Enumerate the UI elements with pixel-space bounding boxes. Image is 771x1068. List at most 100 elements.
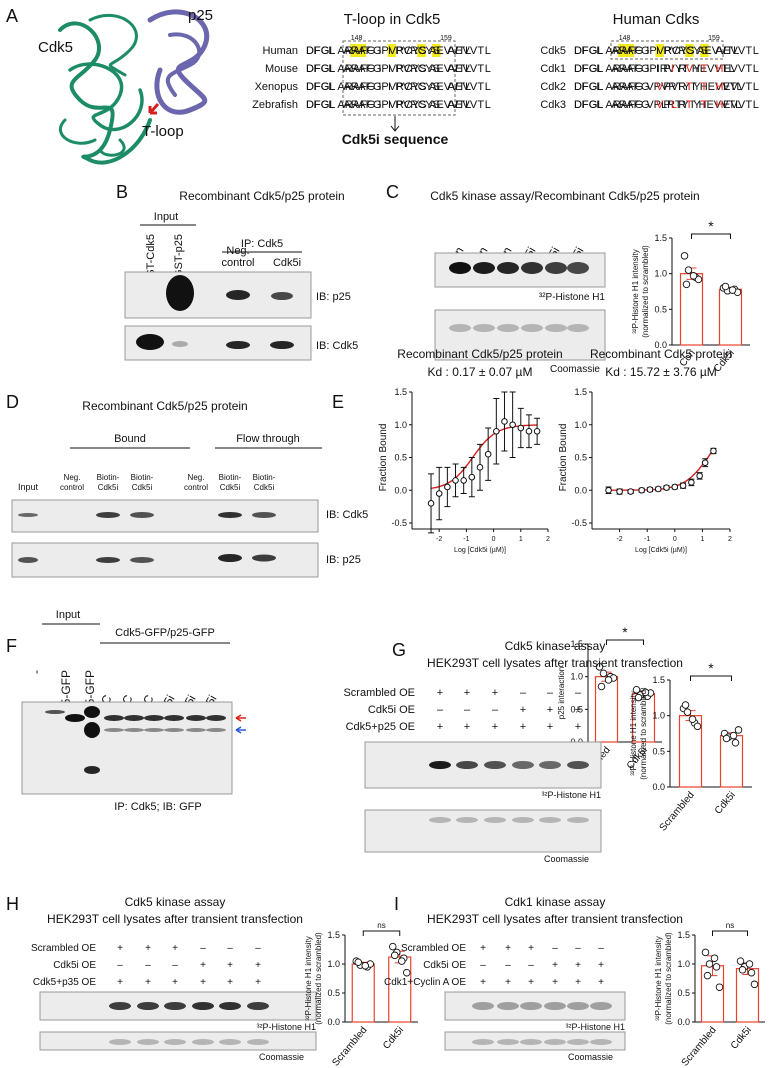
data-point [728, 286, 737, 294]
sequence: DFGL ARAFG IPVRCYS AEVVTLDFGL ARAFG I PVR… [306, 81, 491, 93]
group-label: Bound [114, 433, 146, 445]
lane-label: Biotin- [219, 473, 242, 482]
band [472, 1039, 494, 1045]
data-point [684, 266, 693, 274]
residue-number: 148 [351, 35, 363, 42]
panel-title: Cdk5 kinase assay [125, 895, 226, 909]
y-tick-label: 0.5 [394, 453, 407, 463]
y-tick-label: 1.0 [394, 420, 407, 430]
condition-sign: + [552, 960, 558, 971]
blot-label: IB: Cdk5 [326, 509, 368, 521]
band [567, 1039, 589, 1045]
chart-title: Recombinant Cdk5/p25 protein [397, 347, 562, 361]
y-tick-label: 0.5 [654, 304, 667, 314]
blot-label: ³²P-Histone H1 [565, 1022, 625, 1032]
alignment-name: Cdk2 [540, 81, 566, 93]
panel-title: HEK293T cell lysates after transient tra… [427, 656, 683, 670]
data-point [688, 479, 695, 486]
lane-label: Cdk5i [220, 483, 241, 492]
data-point [605, 486, 612, 494]
lane-label: - [29, 670, 43, 674]
significance-bracket [690, 675, 732, 681]
panel-letter: A [6, 6, 18, 26]
lane-label: Biotin- [131, 473, 154, 482]
condition-sign: + [505, 943, 511, 954]
band [247, 1039, 269, 1045]
alignment-name: Cdk3 [540, 99, 566, 111]
panel-title: Cdk5 kinase assay/Recombinant Cdk5/p25 p… [430, 189, 699, 203]
blot-label: Coomassie [568, 1052, 613, 1062]
condition-sign: + [117, 977, 123, 988]
band [65, 714, 85, 722]
band [497, 1002, 519, 1010]
data-point [722, 734, 731, 743]
band [192, 1002, 214, 1010]
blot [434, 309, 606, 361]
condition-sign: + [255, 960, 261, 971]
condition-sign: – [480, 960, 486, 971]
band [539, 761, 561, 769]
condition-sign: + [575, 977, 581, 988]
condition-sign: + [464, 687, 470, 699]
band [521, 324, 543, 332]
condition-sign: + [480, 977, 486, 988]
band [497, 324, 519, 332]
group-label: IP: Cdk5 [241, 238, 283, 250]
lane-label: control [221, 257, 254, 269]
arrow-head [390, 125, 400, 132]
condition-sign: + [464, 721, 470, 733]
data-point [509, 421, 516, 429]
highlight [618, 44, 627, 57]
sequence: DFGL ARAFG IPVRCYS AEVVTLDFGL ARAFG I PVR… [574, 45, 759, 57]
y-tick-label: 1.5 [327, 930, 340, 940]
lane-label: Cdk5i [273, 257, 301, 269]
band [567, 262, 589, 274]
band [473, 262, 495, 274]
blot-label: IB: p25 [316, 291, 351, 303]
t-loop-arrow [148, 103, 160, 115]
data-point [703, 971, 712, 980]
blot [444, 1031, 626, 1051]
x-tick-label: 2 [728, 536, 732, 543]
x-tick-label: Scrambled [680, 1025, 719, 1068]
band [520, 1039, 542, 1045]
sequence: DFGL ARAFG IPVRCYS AEVVTLDFGL ARAFG I PVR… [306, 99, 491, 111]
group-label: Input [56, 609, 80, 621]
band [247, 1002, 269, 1010]
data-point [468, 473, 476, 481]
data-point [738, 966, 747, 974]
panel-letter: D [6, 392, 19, 412]
blot [364, 809, 602, 853]
condition-sign: + [575, 721, 581, 733]
alignment-name: Zebrafish [252, 99, 298, 111]
condition-label: Scrambled OE [343, 687, 415, 699]
band [206, 715, 226, 721]
y-tick-label: 0.5 [327, 988, 340, 998]
band [484, 817, 506, 823]
kd-label: Kd : 15.72 ± 3.76 µM [605, 365, 717, 379]
protein-label: T-loop [142, 123, 184, 140]
y-tick-label: 0.5 [652, 746, 665, 756]
red-arrow [235, 714, 246, 722]
data-point [693, 722, 702, 731]
data-point [679, 482, 687, 489]
data-point [476, 464, 484, 471]
band [567, 1002, 589, 1010]
blot-label: ³²P-Histone H1 [541, 790, 601, 800]
y-axis-label: (normalized to scrambled) [639, 687, 648, 780]
band [590, 1002, 612, 1010]
band [539, 817, 561, 823]
y-axis-label: (normalized to scrambled) [641, 245, 650, 338]
highlight [700, 44, 709, 57]
condition-sign: – [200, 943, 206, 954]
y-tick-label: 1.5 [570, 639, 583, 649]
band [84, 766, 100, 774]
data-point [595, 663, 604, 671]
lane-label: Cdk5i [254, 483, 275, 492]
condition-sign: + [437, 721, 443, 733]
band [497, 262, 519, 274]
lane-label: control [184, 483, 208, 492]
data-point [398, 957, 406, 965]
data-point [361, 961, 370, 970]
